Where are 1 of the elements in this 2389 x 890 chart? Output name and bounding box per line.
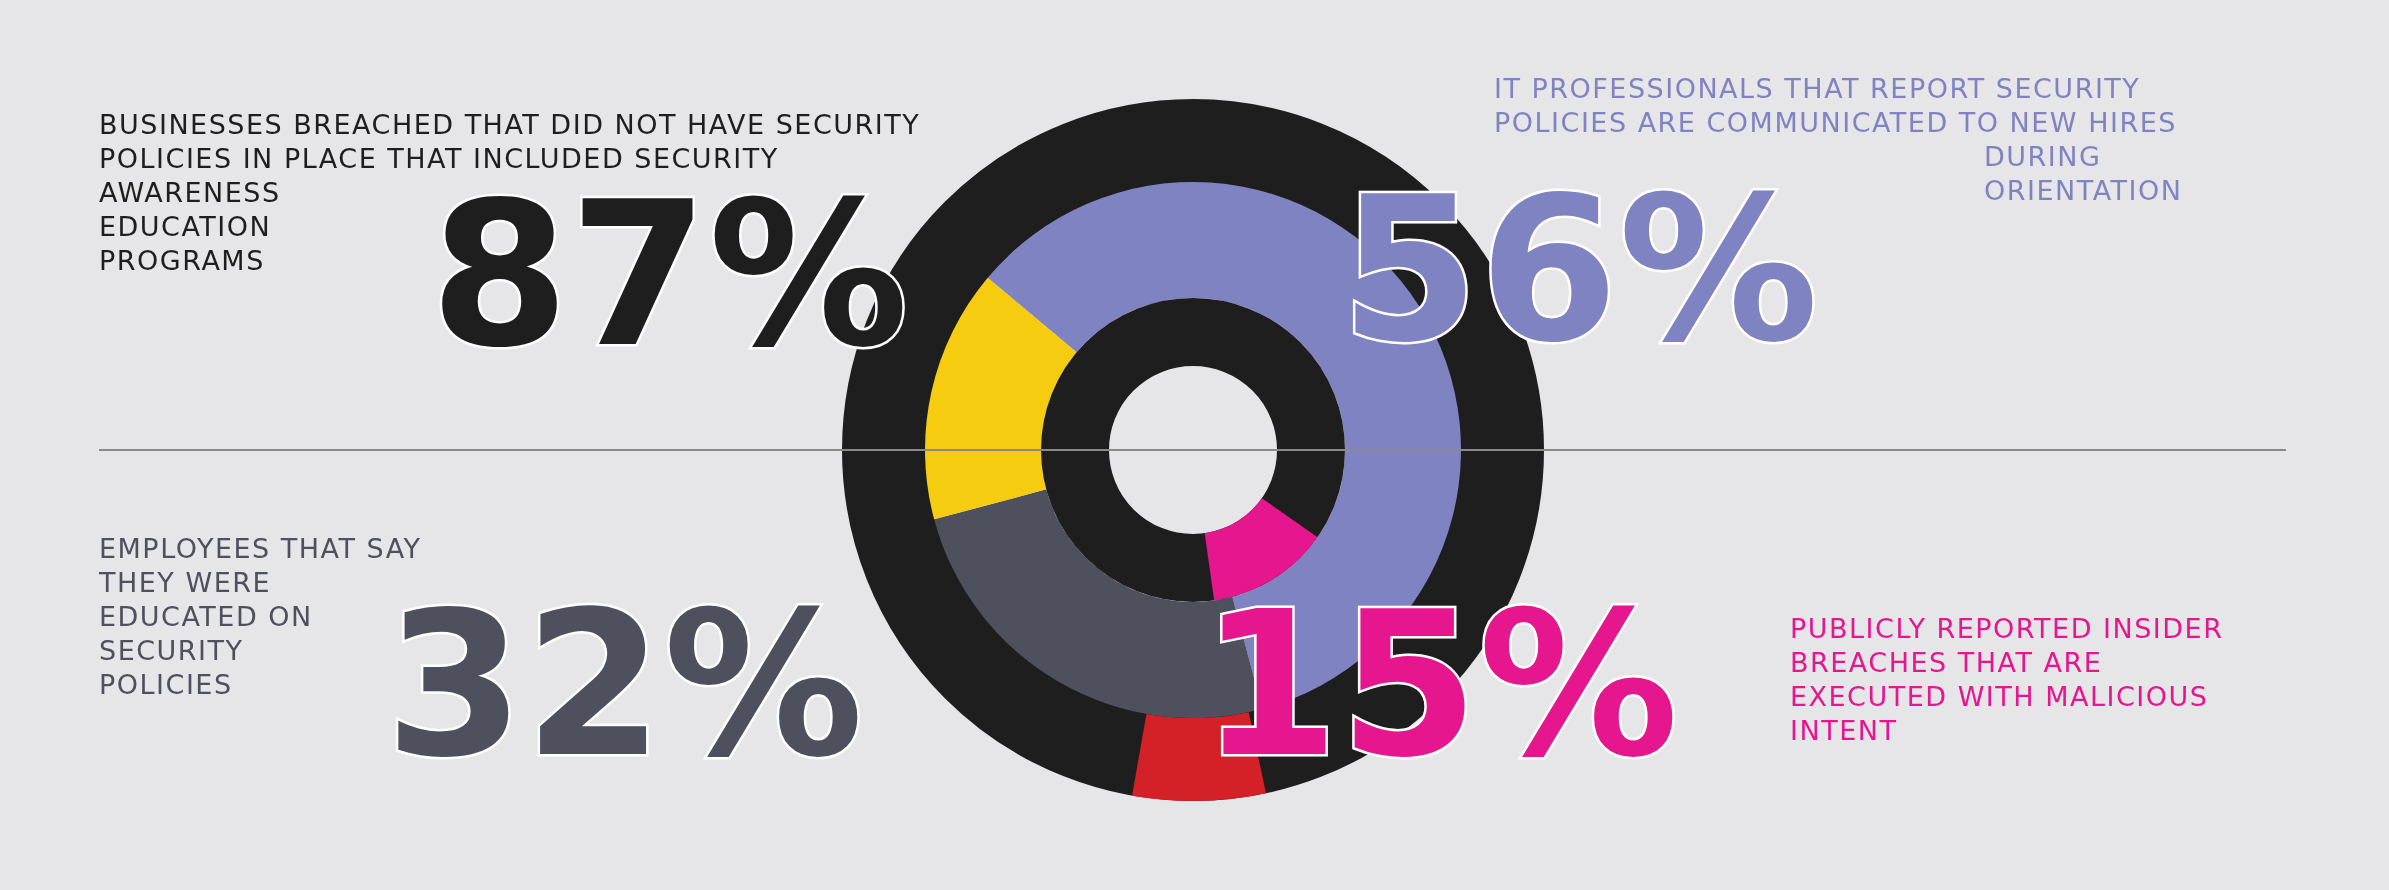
category-label: PUBLICLY REPORTED INSIDER BREACHES THAT ARE EXECUTED WITH MALICIOUS INTENT: [1790, 613, 2224, 746]
